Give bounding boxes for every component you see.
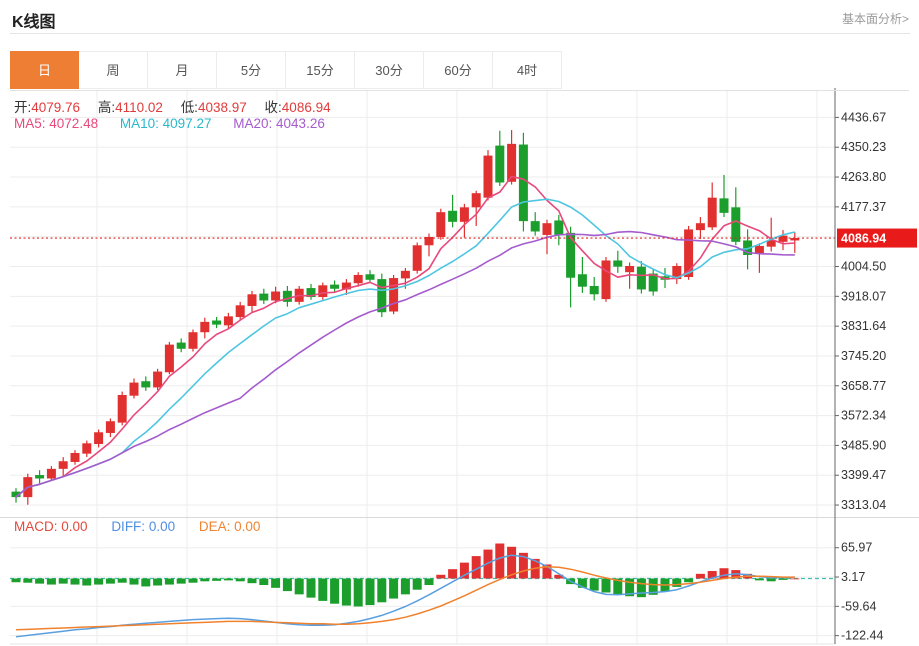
svg-text:3.17: 3.17	[841, 570, 865, 584]
tab-month[interactable]: 月	[148, 51, 217, 89]
tab-4hour[interactable]: 4时	[493, 51, 562, 89]
page-title: K线图	[12, 14, 56, 31]
svg-text:4263.80: 4263.80	[841, 170, 886, 184]
ma20-label: MA20:	[233, 116, 273, 131]
ma10-value: 4097.27	[162, 116, 212, 131]
svg-text:3918.07: 3918.07	[841, 289, 886, 303]
interval-tabbar: 日 周 月 5分 15分 30分 60分 4时	[10, 51, 909, 91]
diff-label: DIFF:	[111, 519, 146, 534]
dea-label: DEA:	[198, 519, 231, 534]
svg-text:4350.23: 4350.23	[841, 140, 886, 154]
open-value: 4079.76	[31, 100, 81, 115]
svg-text:-59.64: -59.64	[841, 599, 876, 613]
svg-text:3485.90: 3485.90	[841, 438, 886, 452]
macd-readout: MACD: 0.00 DIFF: 0.00 DEA: 0.00	[14, 519, 280, 534]
svg-text:3572.34: 3572.34	[841, 409, 886, 423]
svg-text:4086.94: 4086.94	[841, 232, 886, 246]
macd-label: MACD:	[14, 519, 58, 534]
diff-value: 0.00	[148, 519, 176, 534]
header-divider	[10, 33, 910, 34]
macd-value: 0.00	[61, 519, 88, 534]
close-value: 4086.94	[281, 100, 331, 115]
tab-week[interactable]: 周	[79, 51, 148, 89]
tab-5min[interactable]: 5分	[217, 51, 286, 89]
tab-day[interactable]: 日	[10, 51, 79, 89]
close-label: 收:	[264, 100, 282, 115]
tab-30min[interactable]: 30分	[355, 51, 424, 89]
svg-text:4436.67: 4436.67	[841, 110, 886, 124]
low-label: 低:	[180, 100, 198, 115]
tab-15min[interactable]: 15分	[286, 51, 355, 89]
svg-text:3658.77: 3658.77	[841, 379, 886, 393]
svg-text:3313.04: 3313.04	[841, 498, 886, 512]
svg-text:4004.50: 4004.50	[841, 259, 886, 273]
high-value: 4110.02	[115, 100, 163, 115]
svg-text:3399.47: 3399.47	[841, 468, 886, 482]
fundamental-analysis-link[interactable]: 基本面分析>	[841, 12, 909, 26]
tab-60min[interactable]: 60分	[424, 51, 493, 89]
svg-text:4177.37: 4177.37	[841, 200, 886, 214]
ohlc-readout: 开:4079.76 高:4110.02 低:4038.97 收:4086.94	[14, 96, 345, 116]
svg-text:-122.44: -122.44	[841, 629, 883, 643]
ma20-value: 4043.26	[276, 116, 325, 131]
high-label: 高:	[97, 100, 116, 115]
svg-text:3831.64: 3831.64	[841, 319, 886, 333]
ma5-label: MA5:	[14, 116, 46, 131]
low-value: 4038.97	[197, 100, 247, 115]
ma10-label: MA10:	[119, 116, 159, 131]
ma-readout: MA5: 4072.48 MA10: 4097.27 MA20: 4043.26	[14, 116, 343, 131]
svg-text:3745.20: 3745.20	[841, 349, 886, 363]
svg-text:65.97: 65.97	[841, 541, 872, 555]
ma5-value: 4072.48	[49, 116, 99, 131]
dea-value: 0.00	[234, 519, 261, 534]
open-label: 开:	[14, 100, 32, 115]
